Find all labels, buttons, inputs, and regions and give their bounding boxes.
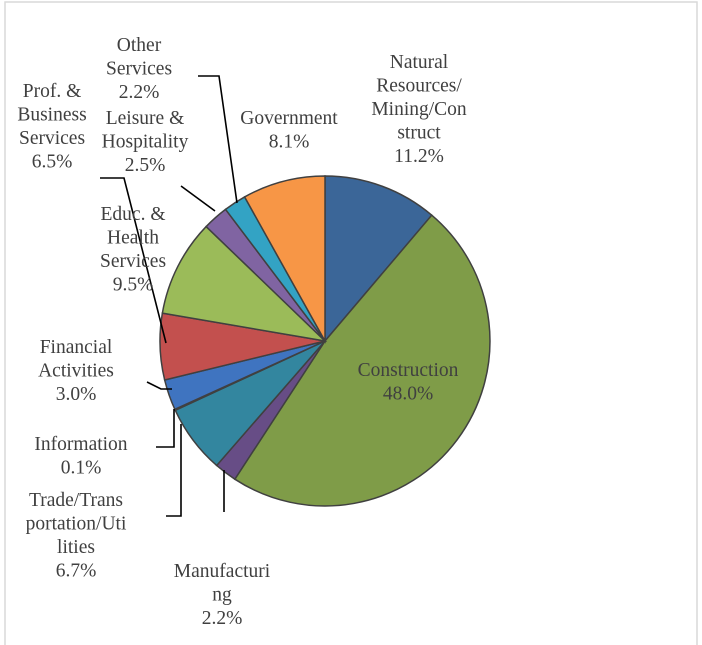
slice-label-line: Financial xyxy=(40,337,113,358)
slice-value: 11.2% xyxy=(394,146,444,167)
slice-value: 8.1% xyxy=(269,132,310,153)
data-label-prof-business-services: Prof. & Business Services 6.5% xyxy=(17,81,86,173)
data-label-information: Information 0.1% xyxy=(34,434,127,479)
slice-label-line: Government xyxy=(240,108,338,129)
pie-slice-construction xyxy=(233,214,491,507)
leader-line-trade-trans-portation-uti-lities xyxy=(166,424,182,517)
slice-label-line: Information xyxy=(34,434,127,455)
slice-label-line: Business xyxy=(17,105,86,126)
data-label-leisure-hospitality: Leisure & Hospitality 2.5% xyxy=(102,108,189,176)
pie-slice-natural-resources-mining-con-struct xyxy=(324,175,433,344)
leader-line-other-services xyxy=(198,75,238,204)
slice-value: 3.0% xyxy=(56,384,97,405)
leader-line-leisure-hospitality xyxy=(180,185,216,212)
slice-label-line: Leisure & xyxy=(106,108,185,129)
slice-label-line: Other xyxy=(117,35,162,56)
slice-value: 2.2% xyxy=(202,608,243,629)
slice-label-line: Trade/Trans xyxy=(29,490,123,511)
data-label-government: Government 8.1% xyxy=(240,108,338,153)
slice-label-line: Prof. & xyxy=(23,81,82,102)
slice-label-line: Mining/Con xyxy=(371,99,467,120)
slice-label-line: Construction xyxy=(358,360,459,381)
slice-label-line: Educ. & xyxy=(101,204,166,225)
data-label-financial-activities: Financial Activities 3.0% xyxy=(38,337,114,405)
slice-label-line: Activities xyxy=(38,361,114,382)
data-label-natural-resources-mining-con-struct: Natural Resources/Mining/Con struct 11.2% xyxy=(371,52,467,167)
slice-value: 2.5% xyxy=(125,155,166,176)
leader-line-financial-activities xyxy=(146,381,172,390)
slice-value: 6.5% xyxy=(32,152,73,173)
data-label-manufacturi-ng: Manufacturi ng 2.2% xyxy=(174,561,271,629)
leader-line-prof-business-services xyxy=(100,177,167,344)
slice-label-line: struct xyxy=(397,123,441,144)
slice-value: 9.5% xyxy=(113,275,154,296)
chart-border xyxy=(4,1,698,645)
leader-line-information xyxy=(156,409,175,448)
data-label-other-services: Other Services 2.2% xyxy=(106,35,172,103)
slice-value: 6.7% xyxy=(56,561,97,582)
slice-label-line: Manufacturi xyxy=(174,561,271,582)
pie-slices xyxy=(159,175,491,507)
leader-lines xyxy=(100,75,238,517)
pie-slice-government xyxy=(243,175,326,344)
slice-label-line: lities xyxy=(57,537,95,558)
slice-label-line: Resources/ xyxy=(376,76,462,97)
data-label-construction: Construction 48.0% xyxy=(358,360,459,405)
slice-label-line: Services xyxy=(19,128,85,149)
data-label-trade-trans-portation-uti-lities: Trade/Trans portation/Uti lities 6.7% xyxy=(26,490,127,582)
slice-value: 2.2% xyxy=(119,82,160,103)
slice-value: 48.0% xyxy=(383,384,433,405)
pie-slice-educ-health-services xyxy=(161,225,328,343)
slice-label-line: Services xyxy=(100,251,166,272)
slice-labels: Natural Resources/Mining/Con struct 11.2% Co… xyxy=(17,35,467,629)
slice-label-line: Natural xyxy=(390,52,449,73)
slice-label-line: Hospitality xyxy=(102,132,189,153)
data-label-educ-health-services: Educ. & Health Services 9.5% xyxy=(100,204,166,296)
slice-value: 0.1% xyxy=(61,458,102,479)
slice-label-line: Services xyxy=(106,59,172,80)
slice-label-line: portation/Uti xyxy=(26,514,127,535)
slice-label-line: Health xyxy=(107,228,159,249)
slice-label-line: ng xyxy=(212,585,232,606)
